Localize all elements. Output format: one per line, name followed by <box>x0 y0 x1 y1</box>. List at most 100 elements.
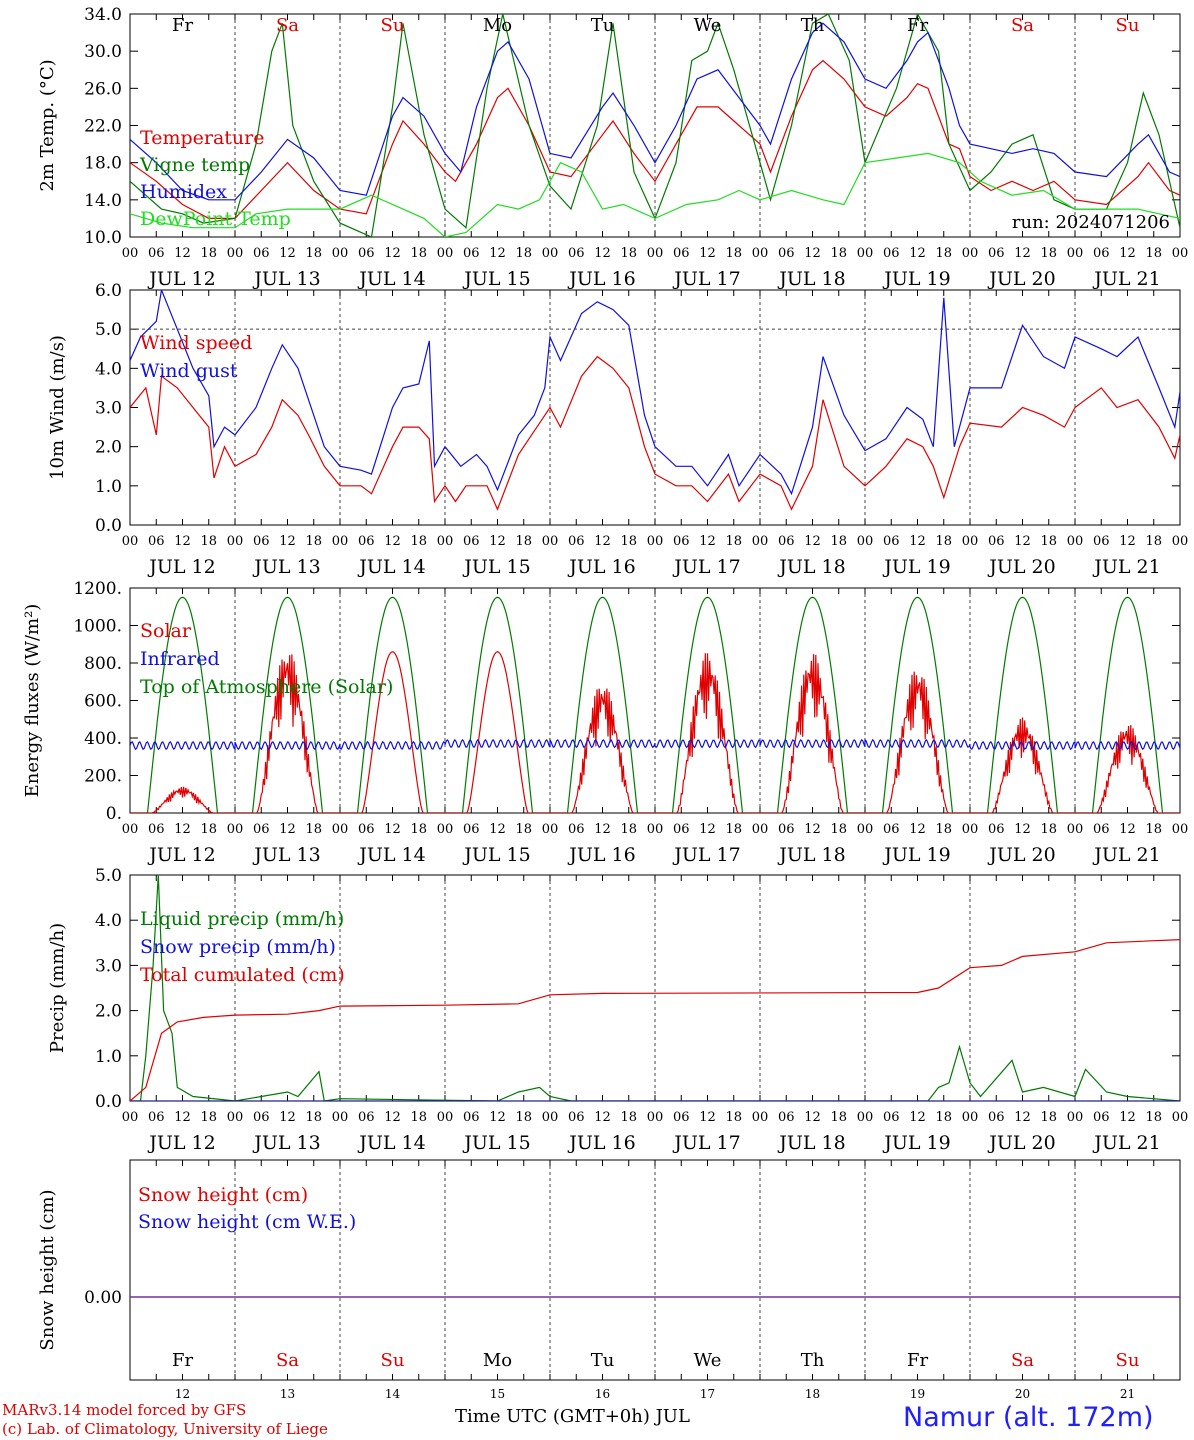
hour-label: 00 <box>227 822 244 837</box>
date-label: JUL 21 <box>1092 268 1160 290</box>
day-name: We <box>694 15 722 36</box>
hour-label: 00 <box>437 822 454 837</box>
hour-label: 18 <box>935 1110 952 1125</box>
hour-label: 00 <box>542 534 559 549</box>
hour-label: 00 <box>857 822 874 837</box>
hour-label: 18 <box>1145 534 1162 549</box>
x-axis-title: Time UTC (GMT+0h) JUL <box>455 1406 690 1427</box>
y-tick-label: 26.0 <box>84 79 122 99</box>
hour-label: 00 <box>752 246 769 261</box>
hour-label: 06 <box>1093 534 1110 549</box>
hour-label: 06 <box>463 246 480 261</box>
hour-label: 00 <box>647 822 664 837</box>
hour-label: 12 <box>174 246 191 261</box>
hour-label: 12 <box>909 534 926 549</box>
hour-label: 18 <box>725 822 742 837</box>
date-label: JUL 14 <box>357 844 425 866</box>
legend-entry: Snow height (cm) <box>138 1184 308 1206</box>
y-axis-title: 10m Wind (m/s) <box>47 335 68 480</box>
date-label: JUL 13 <box>252 844 320 866</box>
hour-label: 06 <box>358 822 375 837</box>
hour-label: 06 <box>253 822 270 837</box>
hour-label: 06 <box>673 534 690 549</box>
legend-entry: Snow height (cm W.E.) <box>138 1211 356 1233</box>
hour-label: 18 <box>515 534 532 549</box>
day-name: Mo <box>483 15 512 36</box>
hour-label: 12 <box>384 534 401 549</box>
date-label: JUL 21 <box>1092 1132 1160 1154</box>
date-label: JUL 21 <box>1092 556 1160 578</box>
hour-label: 18 <box>620 822 637 837</box>
hour-label: 12 <box>699 246 716 261</box>
hour-label: 18 <box>305 822 322 837</box>
hour-label: 12 <box>384 246 401 261</box>
day-name: Sa <box>276 1350 299 1371</box>
hour-label: 06 <box>568 1110 585 1125</box>
hour-label: 00 <box>122 1110 139 1125</box>
hour-label: 12 <box>279 246 296 261</box>
date-label: JUL 19 <box>882 556 950 578</box>
hour-label: 12 <box>594 822 611 837</box>
hour-label: 12 <box>384 822 401 837</box>
hour-label: 00 <box>227 534 244 549</box>
day-name: We <box>694 1350 722 1371</box>
y-tick-label: 5.0 <box>95 320 122 340</box>
date-label: JUL 14 <box>357 556 425 578</box>
date-label: JUL 20 <box>987 844 1055 866</box>
series-line-liquid-precip-mm-h- <box>130 875 1180 1101</box>
hour-label: 06 <box>148 534 165 549</box>
date-label: JUL 17 <box>672 844 740 866</box>
hour-label: 00 <box>542 822 559 837</box>
date-label: JUL 14 <box>357 268 425 290</box>
hour-label: 12 <box>174 1110 191 1125</box>
y-tick-label: 400. <box>84 729 122 749</box>
hour-label: 12 <box>594 534 611 549</box>
hour-label: 06 <box>1093 1110 1110 1125</box>
lab-credit: (c) Lab. of Climatology, University of L… <box>2 1420 328 1438</box>
hour-label: 12 <box>1119 1110 1136 1125</box>
hour-label: 18 <box>620 1110 637 1125</box>
hour-label: 00 <box>1067 246 1084 261</box>
hour-label: 00 <box>332 246 349 261</box>
hour-label: 00 <box>962 822 979 837</box>
y-tick-label: 2.0 <box>95 1002 122 1022</box>
hour-label: 12 <box>1119 534 1136 549</box>
hour-label: 18 <box>305 246 322 261</box>
date-label: JUL 15 <box>462 844 530 866</box>
y-tick-label: 6.0 <box>95 281 122 301</box>
date-label: JUL 13 <box>252 268 320 290</box>
hour-label: 00 <box>857 1110 874 1125</box>
legend-entry: Wind speed <box>140 332 252 354</box>
hour-label: 00 <box>227 246 244 261</box>
hour-label: 06 <box>673 822 690 837</box>
date-label: JUL 16 <box>567 556 635 578</box>
hour-label: 18 <box>410 534 427 549</box>
y-tick-label: 1.0 <box>95 1047 122 1067</box>
day-name: Th <box>801 15 825 36</box>
date-label: JUL 15 <box>462 1132 530 1154</box>
hour-label: 06 <box>148 246 165 261</box>
hour-label: 12 <box>489 1110 506 1125</box>
hour-label: 12 <box>909 822 926 837</box>
hour-label: 12 <box>804 534 821 549</box>
series-line-total-cumulated-cm- <box>130 939 1180 1101</box>
y-axis-title: Energy fluxes (W/m²) <box>22 604 43 798</box>
day-number-label: 17 <box>700 1387 715 1401</box>
day-number-label: 14 <box>385 1387 401 1401</box>
hour-label: 00 <box>437 1110 454 1125</box>
hour-label: 18 <box>1040 246 1057 261</box>
y-tick-label: 1.0 <box>95 477 122 497</box>
date-label: JUL 15 <box>462 556 530 578</box>
date-label: JUL 20 <box>987 556 1055 578</box>
hour-label: 06 <box>568 822 585 837</box>
hour-label: 00 <box>1067 534 1084 549</box>
hour-label: 00 <box>647 534 664 549</box>
hour-label: 06 <box>568 246 585 261</box>
y-tick-label: 30.0 <box>84 42 122 62</box>
hour-label: 06 <box>253 246 270 261</box>
legend-entry: Humidex <box>140 181 227 203</box>
hour-label: 12 <box>699 1110 716 1125</box>
day-number-label: 12 <box>175 1387 190 1401</box>
legend-entry: Solar <box>140 620 192 642</box>
y-tick-label: 5.0 <box>95 866 122 886</box>
